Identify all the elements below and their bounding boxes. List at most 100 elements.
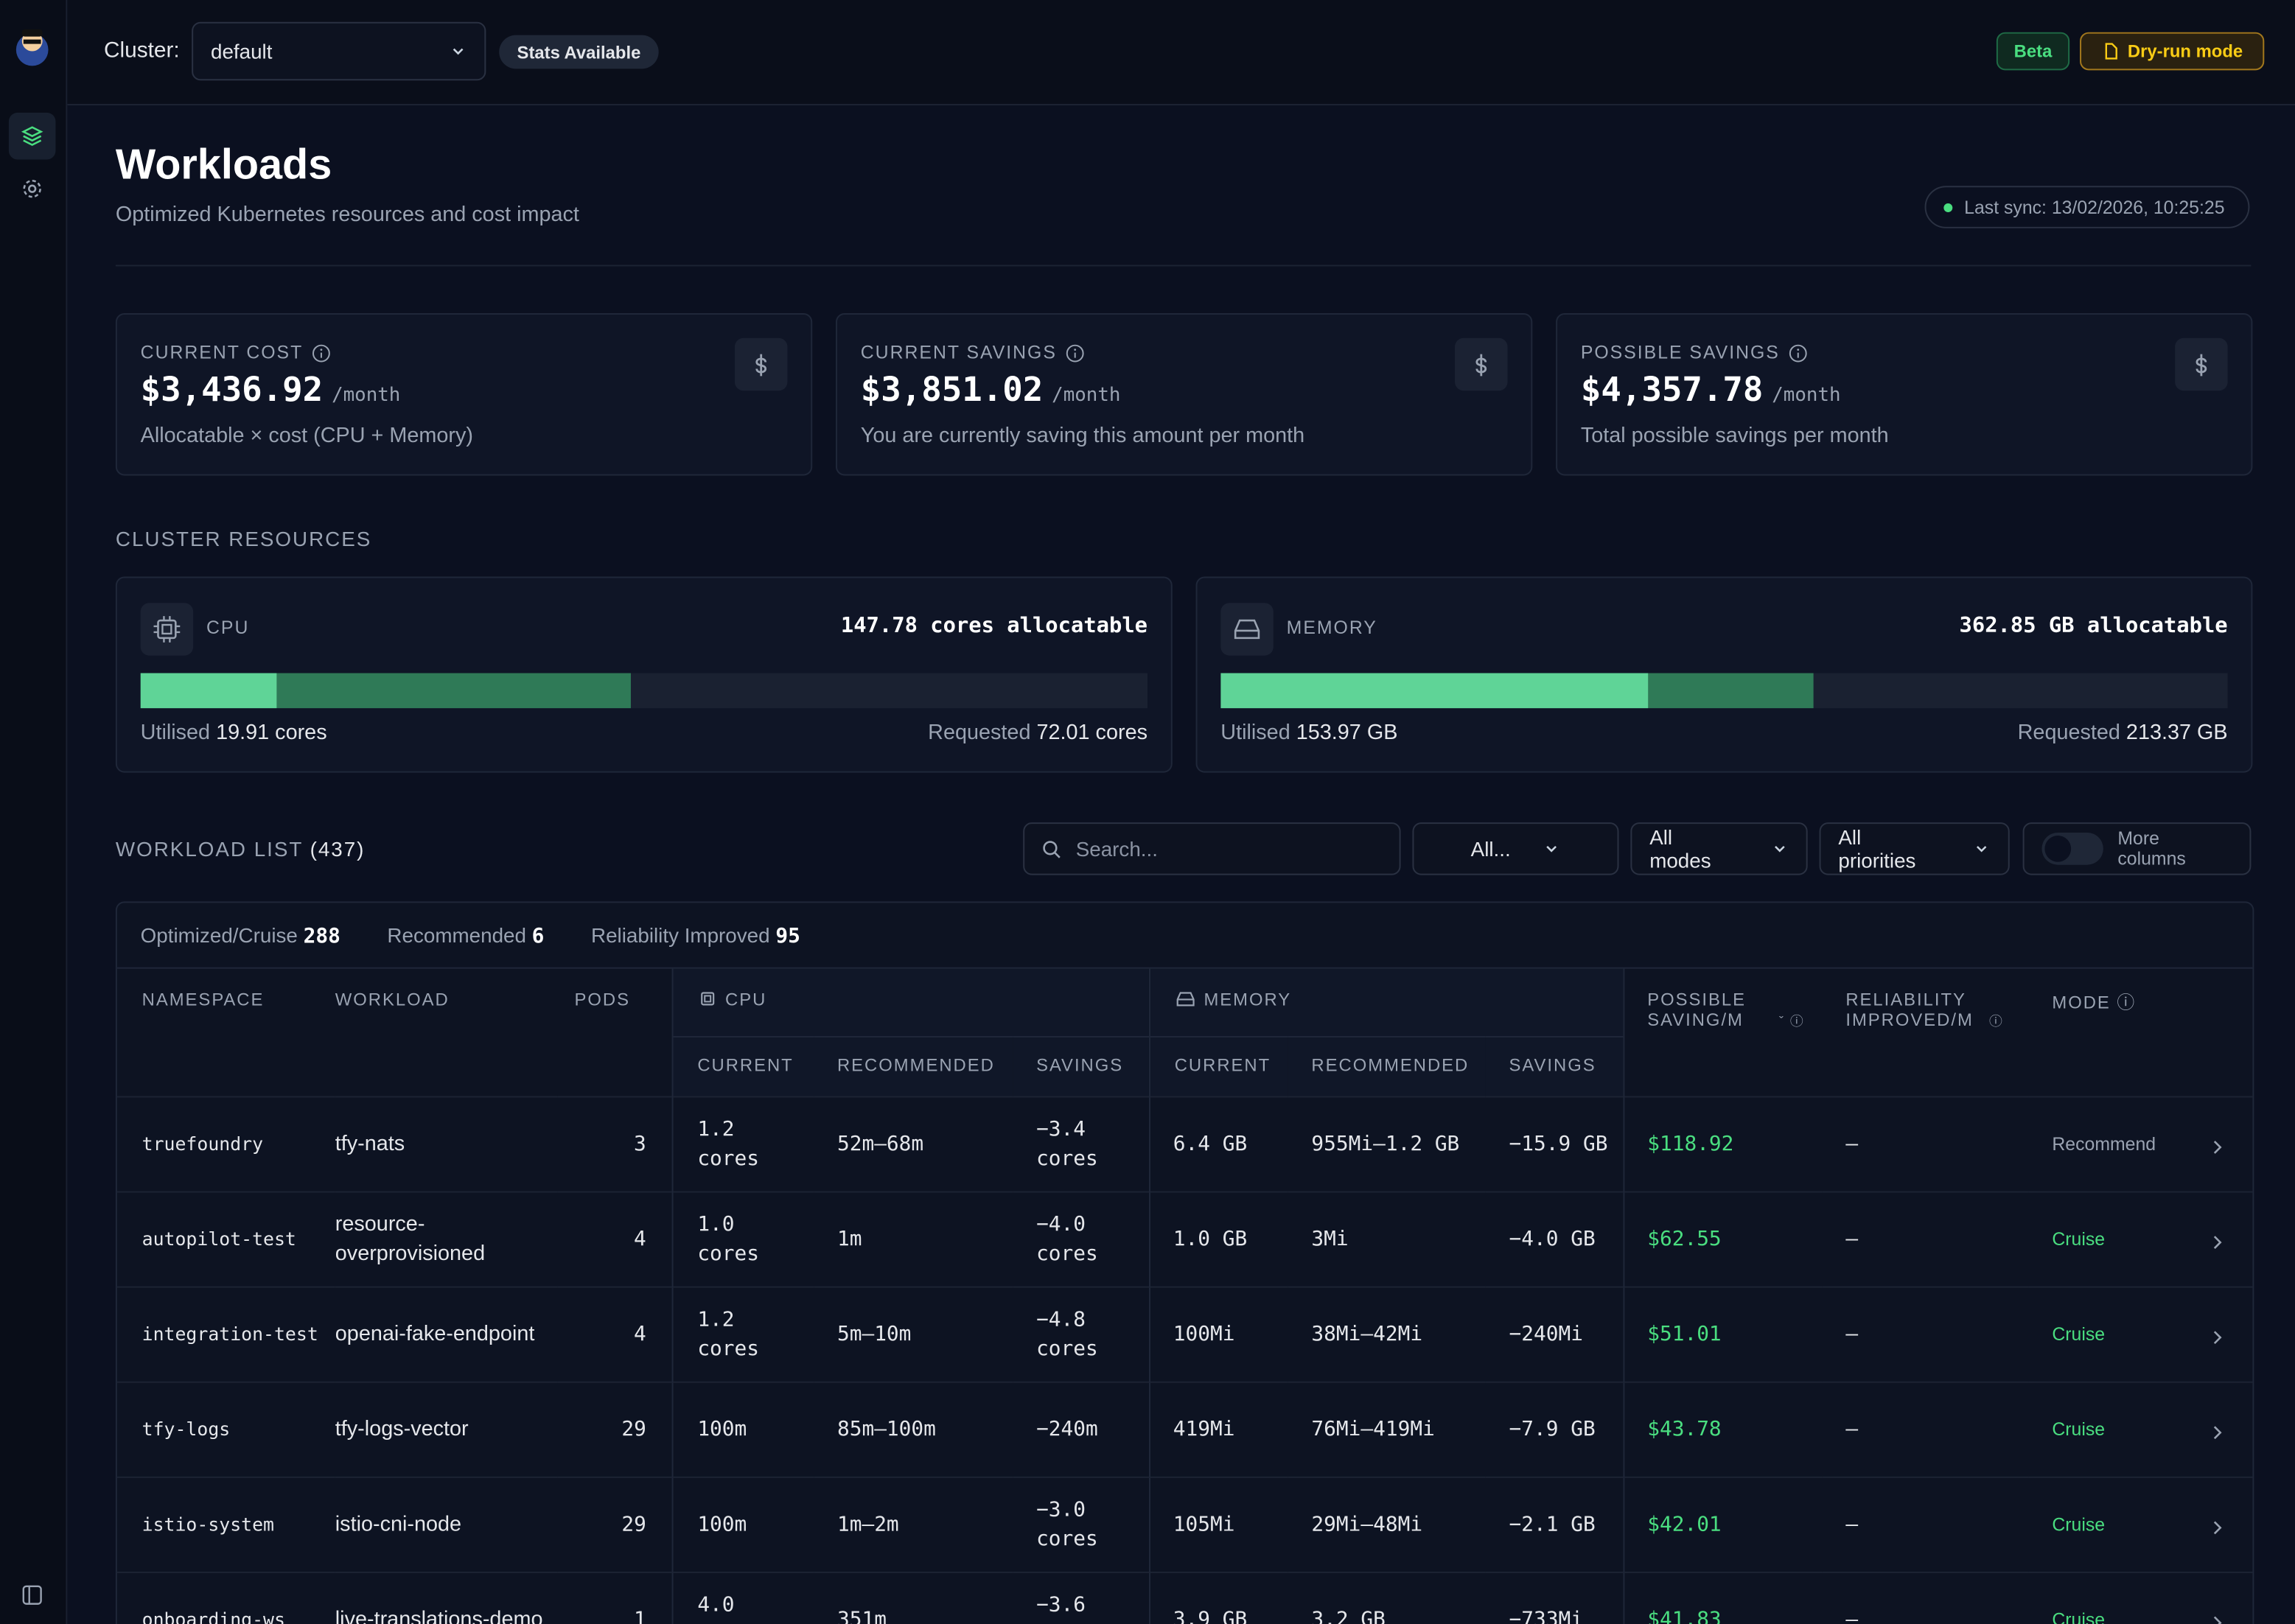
cell: 1.2 cores	[671, 1285, 814, 1382]
filter-select[interactable]: All...	[1412, 822, 1619, 875]
more-columns-text: More columns	[2117, 828, 2186, 869]
card-amount: $4,357.78	[1580, 371, 1764, 410]
tab[interactable]: Recommended 6	[387, 923, 544, 948]
row-chevron[interactable]	[2209, 1515, 2226, 1534]
cell: Recommend	[2028, 1095, 2253, 1191]
resource-icon	[140, 603, 194, 656]
cell: tfy-logs-vector	[335, 1380, 558, 1477]
cell: 38Mi–42Mi	[1288, 1285, 1486, 1382]
divider	[115, 265, 2252, 267]
th-possible-saving[interactable]: POSSIBLE SAVING/M ˇ ⓘ	[1622, 968, 1823, 1096]
table-row[interactable]: autopilot-test resource-overprovisioned 4 1…	[116, 1190, 2253, 1287]
row-chevron[interactable]	[2209, 1325, 2226, 1344]
cell: 419Mi	[1148, 1380, 1288, 1477]
cell: onboarding-ws	[116, 1570, 335, 1624]
th-sub: CURRENT	[671, 1035, 814, 1096]
row-chevron[interactable]	[2209, 1135, 2226, 1153]
cost-card: CURRENT COST $3,436.92/month Allocatable ×…	[115, 312, 813, 476]
search-box[interactable]: Search...	[1023, 822, 1401, 875]
file-icon	[2104, 43, 2117, 60]
cell: 105Mi	[1148, 1475, 1288, 1572]
sort-icons: ˇ ⓘ	[1778, 1014, 1805, 1029]
toggle[interactable]	[2041, 833, 2103, 865]
dollar-glyph	[2196, 354, 2207, 377]
card-label: POSSIBLE SAVINGS	[1581, 343, 1808, 363]
cell: Cruise	[2028, 1190, 2253, 1287]
cell: 955Mi–1.2 GB	[1288, 1095, 1486, 1191]
cluster-select[interactable]: default	[192, 21, 486, 81]
mode-text: Cruise	[2052, 1513, 2106, 1535]
row-chevron[interactable]	[2209, 1230, 2226, 1248]
tab[interactable]: Reliability Improved 95	[591, 923, 800, 948]
sidebar	[0, 0, 68, 1624]
filter-select[interactable]: All priorities	[1819, 822, 2010, 875]
table-row[interactable]: tfy-logs tfy-logs-vector 29 100m 85m–100m −24…	[116, 1380, 2253, 1477]
card-label-text: CURRENT COST	[140, 342, 304, 363]
resource-card: MEMORY 362.85 GB allocatable Utilised 153.…	[1195, 576, 2253, 773]
page-subtitle: Optimized Kubernetes resources and cost …	[115, 203, 579, 227]
cell: 29	[557, 1475, 672, 1572]
filter-select[interactable]: All modes	[1630, 822, 1808, 875]
logo	[15, 29, 49, 66]
card-value: $4,357.78/month	[1581, 371, 1841, 410]
dollar-icon	[734, 337, 788, 391]
requested-value: 72.01	[1036, 721, 1090, 745]
utilised-bar	[140, 673, 276, 709]
cell: tfy-nats	[335, 1095, 558, 1191]
section-title: CLUSTER RESOURCES	[115, 526, 372, 550]
toggle-sidebar[interactable]	[9, 1572, 56, 1619]
nav-settings[interactable]	[9, 165, 56, 212]
table-row[interactable]: truefoundry tfy-nats 3 1.2 cores 52m–68m −3.4…	[116, 1095, 2253, 1191]
cell: $41.83	[1622, 1570, 1823, 1624]
th-cpu: CPU	[671, 968, 1149, 1037]
th-mode-text: MODE	[2052, 992, 2111, 1013]
cell: 1.0 GB	[1148, 1190, 1288, 1287]
list-title: WORKLOAD LIST (437)	[116, 837, 366, 861]
dollar-glyph	[1475, 354, 1487, 377]
bar-track	[140, 673, 1148, 709]
cost-card: CURRENT SAVINGS $3,851.02/month You are cu…	[835, 312, 1533, 476]
nav-workloads[interactable]	[8, 112, 56, 160]
table-row[interactable]: integration-test openai-fake-endpoint 4 1.2…	[116, 1285, 2253, 1382]
requested: Requested 213.37 GB	[2018, 721, 2228, 745]
cell: $42.01	[1622, 1475, 1823, 1572]
card-label-text: CURRENT SAVINGS	[860, 342, 1057, 363]
cell: $62.55	[1622, 1190, 1823, 1287]
table-row[interactable]: onboarding-ws live-translations-demo 1 4.0 …	[116, 1570, 2253, 1624]
cell: 85m–100m	[814, 1380, 1013, 1477]
dry-run-text: Dry-run mode	[2127, 41, 2243, 62]
tab[interactable]: Optimized/Cruise 288	[141, 923, 340, 948]
mode-text: Recommend	[2052, 1133, 2156, 1154]
th-workload: WORKLOAD	[335, 989, 450, 1010]
cell: 3Mi	[1288, 1190, 1486, 1287]
chevron-down	[1977, 846, 1988, 853]
cell: −240m	[1013, 1380, 1149, 1477]
filter-text: All modes	[1649, 825, 1711, 872]
cpu-icon	[153, 616, 181, 643]
layers-icon	[21, 126, 43, 147]
card-unit: /month	[1772, 385, 1841, 407]
card-amount: $3,851.02	[860, 371, 1044, 410]
allocatable-value: 362.85	[1959, 615, 2036, 638]
dry-run-badge[interactable]: Dry-run mode	[2080, 32, 2265, 71]
toggle-knob	[2044, 835, 2072, 862]
cell: −4.0 cores	[1013, 1190, 1149, 1287]
table-row[interactable]: istio-system istio-cni-node 29 100m 1m–2m −3.…	[116, 1475, 2253, 1572]
requested-unit: GB	[2197, 721, 2228, 745]
utilised-label: Utilised	[1220, 721, 1290, 745]
allocatable-unit: GB allocatable	[2048, 615, 2228, 638]
utilised-bar	[1220, 673, 1649, 709]
row-chevron[interactable]	[2209, 1611, 2226, 1624]
memory-icon	[1234, 619, 1260, 640]
cell: 4.0 cores	[671, 1570, 814, 1624]
cell: resource-overprovisioned	[335, 1190, 558, 1287]
row-chevron[interactable]	[2209, 1420, 2226, 1439]
cell: –	[1822, 1285, 2029, 1382]
more-columns[interactable]: More columns	[2022, 822, 2252, 875]
cell: −4.8 cores	[1013, 1285, 1149, 1382]
th-sub: CURRENT	[1148, 1035, 1288, 1096]
cell: 100Mi	[1148, 1285, 1288, 1382]
mode-text: Cruise	[2052, 1609, 2106, 1624]
cell: live-translations-demo	[335, 1570, 558, 1624]
table-panel: Optimized/Cruise 288 Recommended 6 Reliabi…	[115, 901, 2254, 1624]
